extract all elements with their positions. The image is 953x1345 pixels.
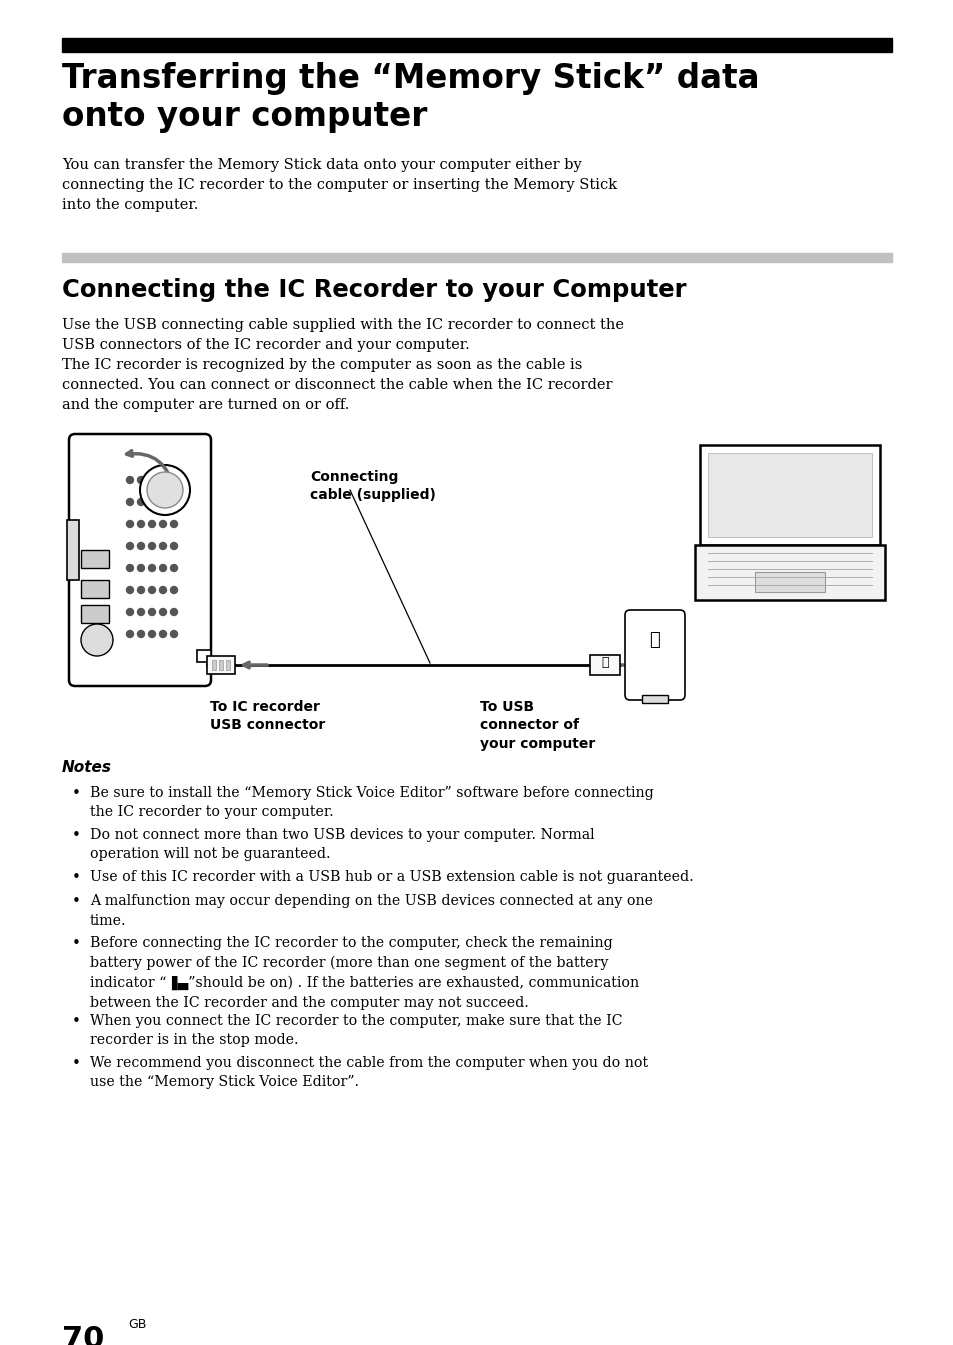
Circle shape [159,542,167,550]
Bar [81,605,109,623]
Text: A malfunction may occur depending on the USB devices connected at any one
time.: A malfunction may occur depending on the… [90,894,652,928]
Circle shape [127,499,133,506]
Text: •: • [71,1014,81,1029]
Circle shape [127,565,133,572]
Text: •: • [71,785,81,802]
Circle shape [171,476,177,483]
Text: •: • [71,936,81,951]
Bar [81,580,109,599]
Bar [67,521,79,580]
Text: Be sure to install the “Memory Stick Voice Editor” software before connecting
th: Be sure to install the “Memory Stick Voi… [90,785,653,819]
Circle shape [149,631,155,638]
Text: Transferring the “Memory Stick” data: Transferring the “Memory Stick” data [62,62,759,95]
Circle shape [149,565,155,572]
Circle shape [171,631,177,638]
Text: •: • [71,894,81,909]
Text: To USB
connector of
your computer: To USB connector of your computer [479,699,595,751]
Circle shape [137,608,144,616]
Text: •: • [71,829,81,843]
Circle shape [127,542,133,550]
Text: You can transfer the Memory Stick data onto your computer either by
connecting t: You can transfer the Memory Stick data o… [62,157,617,213]
Bar [700,445,879,545]
Text: •: • [71,870,81,885]
Circle shape [137,631,144,638]
Text: When you connect the IC recorder to the computer, make sure that the IC
recorder: When you connect the IC recorder to the … [90,1014,622,1046]
Circle shape [171,521,177,527]
Text: Do not connect more than two USB devices to your computer. Normal
operation will: Do not connect more than two USB devices… [90,829,594,861]
Circle shape [137,521,144,527]
Text: Connecting
cable (supplied): Connecting cable (supplied) [310,469,436,503]
Circle shape [137,542,144,550]
Text: The IC recorder is recognized by the computer as soon as the cable is
connected.: The IC recorder is recognized by the com… [62,358,612,412]
Circle shape [171,565,177,572]
Circle shape [159,476,167,483]
Text: Notes: Notes [62,760,112,775]
Text: We recommend you disconnect the cable from the computer when you do not
use the : We recommend you disconnect the cable fr… [90,1056,647,1089]
Circle shape [137,499,144,506]
Circle shape [159,608,167,616]
Circle shape [149,608,155,616]
Circle shape [147,472,183,508]
Bar [641,695,667,703]
Circle shape [171,499,177,506]
Text: Use of this IC recorder with a USB hub or a USB extension cable is not guarantee: Use of this IC recorder with a USB hub o… [90,870,693,884]
Text: ⎀: ⎀ [600,656,608,670]
Circle shape [127,608,133,616]
Bar [695,545,884,600]
Circle shape [171,586,177,593]
Circle shape [137,565,144,572]
Circle shape [127,586,133,593]
Bar [62,38,891,52]
Circle shape [159,521,167,527]
Circle shape [140,465,190,515]
Text: onto your computer: onto your computer [62,100,427,133]
Bar [226,660,230,670]
Bar [62,253,891,262]
Circle shape [171,542,177,550]
Circle shape [171,608,177,616]
Text: ⎄: ⎄ [649,631,659,650]
Text: •: • [71,1056,81,1071]
Circle shape [149,499,155,506]
Circle shape [137,586,144,593]
Bar [207,656,234,674]
Circle shape [127,631,133,638]
Circle shape [149,586,155,593]
Circle shape [81,624,112,656]
Text: Connecting the IC Recorder to your Computer: Connecting the IC Recorder to your Compu… [62,278,686,303]
Bar [219,660,223,670]
Text: Use the USB connecting cable supplied with the IC recorder to connect the
USB co: Use the USB connecting cable supplied wi… [62,317,623,352]
FancyBboxPatch shape [69,434,211,686]
Circle shape [159,586,167,593]
Bar [81,550,109,568]
Circle shape [127,521,133,527]
Bar [196,650,211,662]
Bar [707,453,871,537]
Bar [754,572,824,592]
Text: 70: 70 [62,1325,104,1345]
Text: GB: GB [128,1318,146,1332]
Circle shape [149,476,155,483]
Circle shape [127,476,133,483]
Bar [212,660,215,670]
Bar [589,655,619,675]
Circle shape [149,542,155,550]
Text: Before connecting the IC recorder to the computer, check the remaining
battery p: Before connecting the IC recorder to the… [90,936,639,1010]
Circle shape [159,565,167,572]
FancyBboxPatch shape [624,611,684,699]
Circle shape [159,499,167,506]
Circle shape [149,521,155,527]
Circle shape [137,476,144,483]
Circle shape [159,631,167,638]
Text: To IC recorder
USB connector: To IC recorder USB connector [210,699,325,733]
